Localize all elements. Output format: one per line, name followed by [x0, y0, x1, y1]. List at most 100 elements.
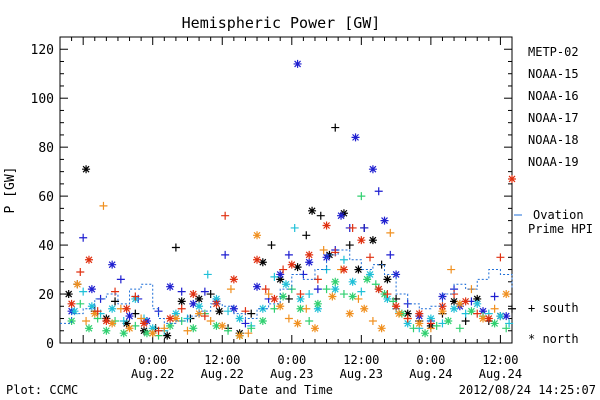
data-point-north — [171, 309, 180, 318]
data-point-south — [403, 314, 412, 323]
data-point-south — [426, 319, 435, 328]
data-point-north — [296, 294, 305, 303]
data-point-north — [377, 324, 386, 333]
data-point-north — [64, 290, 73, 299]
data-point-north — [258, 316, 267, 325]
legend-entry: METP-02 — [528, 45, 579, 59]
data-point-north — [125, 312, 134, 321]
data-point-north — [140, 319, 149, 328]
data-point-north — [357, 236, 366, 245]
data-point-north — [354, 265, 363, 274]
data-point-north — [125, 324, 134, 333]
data-point-north — [331, 277, 340, 286]
data-point-south — [261, 285, 270, 294]
data-point-north — [235, 331, 244, 340]
legend-ovation-label-2: Prime HPI — [528, 222, 593, 236]
data-point-north — [67, 316, 76, 325]
data-point-north — [308, 206, 317, 215]
data-point-south — [496, 253, 505, 262]
data-point-north — [102, 316, 111, 325]
data-point-north — [395, 309, 403, 318]
data-point-north — [229, 275, 238, 284]
x-tick-label-date: Aug.24 — [409, 367, 452, 381]
data-point-south — [345, 241, 354, 250]
ovation-step-line — [60, 249, 513, 324]
plot-frame — [59, 36, 513, 344]
x-tick-label-date: Aug.22 — [201, 367, 244, 381]
data-point-south — [79, 233, 88, 242]
data-point-north — [276, 270, 285, 279]
data-point-north — [282, 280, 290, 289]
data-point-north — [70, 307, 79, 316]
data-point-north — [328, 292, 337, 301]
data-point-south — [386, 228, 395, 237]
data-point-north — [82, 165, 91, 174]
x-tick-label-time: 0:00 — [416, 353, 445, 367]
data-point-north — [403, 319, 412, 328]
data-point-south — [203, 270, 212, 279]
y-tick-label: 80 — [38, 141, 54, 156]
data-point-north — [195, 294, 204, 303]
data-point-north — [84, 324, 93, 333]
data-point-north — [339, 265, 348, 274]
data-point-south — [357, 192, 366, 201]
data-point-south — [171, 243, 180, 252]
data-point-south — [247, 309, 256, 318]
x-tick-label-date: Aug.23 — [270, 367, 313, 381]
data-point-north — [305, 250, 314, 259]
data-point-south — [244, 329, 253, 338]
x-tick-label-time: 12:00 — [343, 353, 379, 367]
data-point-north — [502, 290, 511, 299]
data-point-south — [319, 245, 328, 254]
data-point-south — [247, 324, 256, 333]
legend: METP-02 NOAA-15 NOAA-16 NOAA-17 NOAA-18 NOAA-… — [514, 45, 593, 346]
data-point-south — [267, 241, 276, 250]
data-point-south — [296, 290, 305, 299]
data-point-north — [87, 302, 96, 311]
data-point-south — [339, 290, 348, 299]
series-noaa-19 — [67, 174, 516, 335]
chart-title: Hemispheric Power [GW] — [182, 14, 381, 32]
data-point-north — [84, 255, 93, 264]
data-point-south — [508, 304, 516, 313]
data-point-north — [392, 302, 401, 311]
plot-timestamp: 2012/08/24 14:25:07 — [459, 383, 596, 397]
data-point-north — [479, 307, 488, 316]
data-point-north — [380, 216, 389, 225]
data-point-south — [264, 290, 273, 299]
data-point-south — [313, 285, 322, 294]
data-point-north — [189, 299, 198, 308]
data-point-south — [386, 250, 395, 259]
data-point-south — [177, 287, 186, 296]
data-point-south — [302, 304, 311, 313]
plot-credit: Plot: CCMC — [6, 383, 78, 397]
data-point-south — [183, 326, 192, 335]
data-point-south — [409, 324, 418, 333]
data-point-north — [119, 329, 128, 338]
data-point-north — [166, 282, 175, 291]
data-point-north — [67, 299, 76, 308]
x-tick-label-time: 0:00 — [138, 353, 167, 367]
x-tick-label-time: 12:00 — [482, 353, 518, 367]
data-point-south — [461, 316, 470, 325]
y-tick-label: 120 — [31, 43, 54, 58]
data-point-south — [119, 316, 128, 325]
data-point-north — [305, 258, 314, 267]
data-point-south — [111, 297, 120, 306]
data-point-north — [235, 314, 244, 323]
data-point-north — [479, 314, 488, 323]
data-point-south — [316, 211, 325, 220]
data-point-north — [218, 321, 227, 330]
data-point-south — [160, 324, 169, 333]
data-point-south — [447, 265, 456, 274]
data-point-south — [116, 275, 125, 284]
data-point-north — [473, 294, 482, 303]
data-point-south — [226, 285, 235, 294]
data-point-south — [284, 314, 293, 323]
data-point-north — [368, 165, 377, 174]
x-tick-label-date: Aug.23 — [340, 367, 383, 381]
data-point-north — [276, 302, 285, 311]
data-point-north — [177, 297, 186, 306]
data-point-north — [337, 211, 346, 220]
data-point-north — [421, 329, 430, 338]
